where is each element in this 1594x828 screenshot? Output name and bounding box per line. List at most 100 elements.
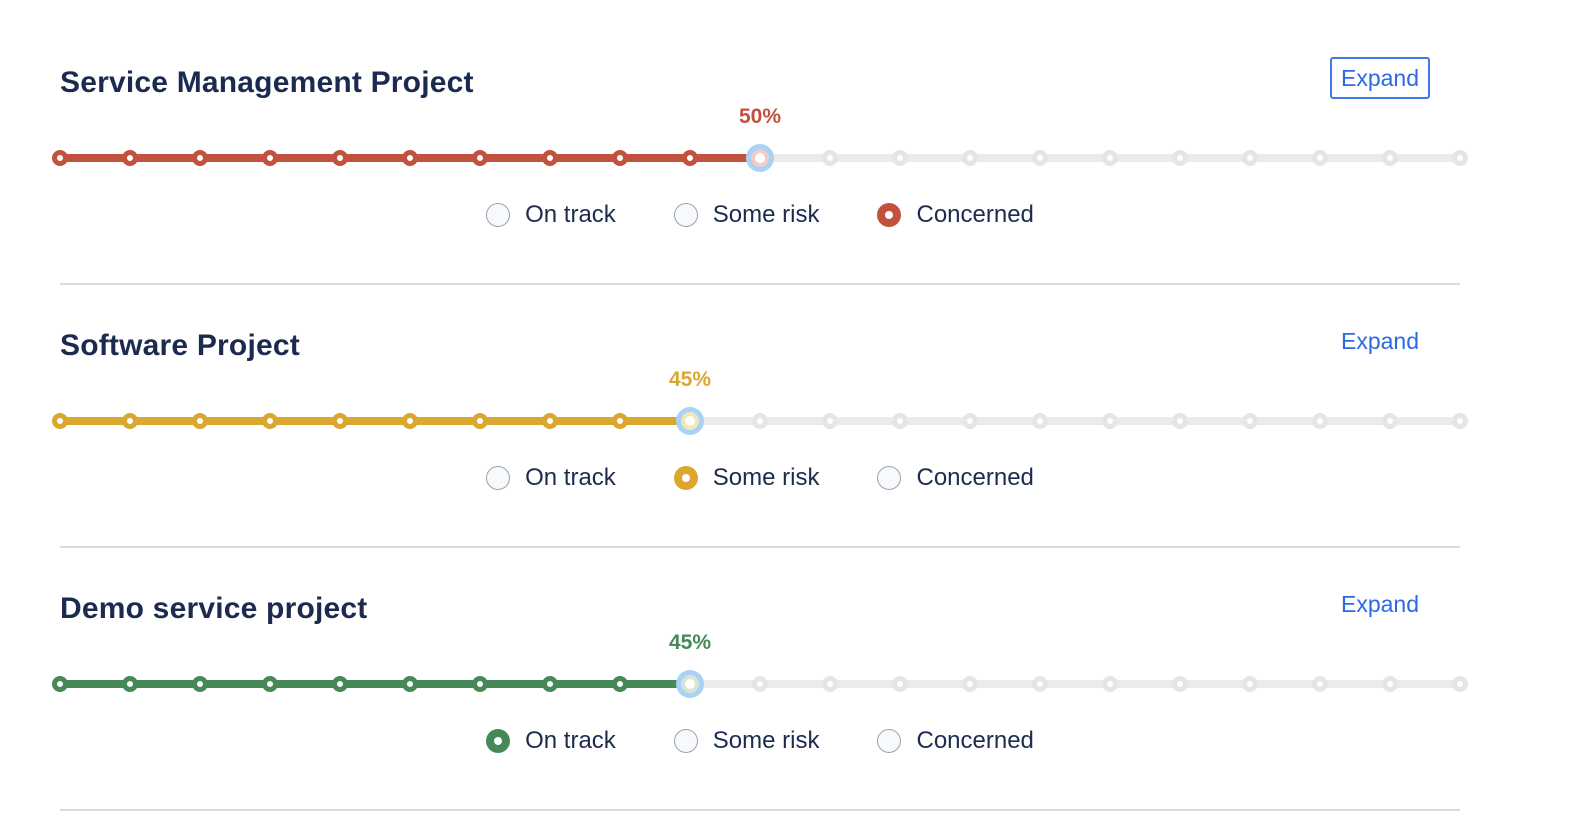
expand-button[interactable]: Expand (1330, 320, 1430, 362)
slider-tick[interactable] (1102, 413, 1118, 429)
slider-tick[interactable] (1452, 413, 1468, 429)
project-title: Software Project (60, 329, 300, 362)
radio-option-some-risk[interactable]: Some risk (673, 201, 820, 229)
slider-tick[interactable] (1312, 676, 1328, 692)
slider-tick[interactable] (752, 413, 768, 429)
progress-slider[interactable] (52, 144, 1468, 172)
slider-fill (60, 417, 690, 425)
slider-tick[interactable] (1382, 676, 1398, 692)
slider-tick[interactable] (1312, 150, 1328, 166)
slider-tick[interactable] (892, 676, 908, 692)
slider-tick[interactable] (192, 676, 208, 692)
radio-label: On track (525, 201, 616, 228)
radio-option-on-track[interactable]: On track (486, 201, 616, 229)
status-radio-group: On track Some risk Concerned (60, 199, 1460, 231)
radio-option-some-risk[interactable]: Some risk (673, 464, 819, 492)
slider-thumb[interactable] (676, 670, 704, 698)
radio-label: Concerned (916, 727, 1034, 754)
slider-thumb[interactable] (676, 407, 704, 435)
slider-tick[interactable] (892, 150, 908, 166)
radio-label: Some risk (712, 727, 820, 754)
slider-tick[interactable] (1312, 413, 1328, 429)
expand-button[interactable]: Expand (1330, 583, 1430, 625)
slider-tick[interactable] (542, 413, 558, 429)
slider-tick[interactable] (472, 676, 488, 692)
slider-tick[interactable] (1032, 676, 1048, 692)
slider-thumb-center (681, 412, 699, 430)
slider-tick[interactable] (1172, 150, 1188, 166)
slider-tick[interactable] (612, 150, 628, 166)
radio-option-concerned[interactable]: Concerned (877, 727, 1034, 755)
slider-tick[interactable] (1102, 150, 1118, 166)
radio-option-on-track[interactable]: On track (486, 727, 616, 755)
radio-circle (877, 466, 902, 490)
slider-tick[interactable] (892, 413, 908, 429)
slider-tick[interactable] (52, 413, 68, 429)
radio-circle (877, 729, 902, 753)
slider-tick[interactable] (1382, 150, 1398, 166)
section-divider (60, 283, 1460, 285)
radio-option-on-track[interactable]: On track (486, 464, 616, 492)
slider-tick[interactable] (52, 150, 68, 166)
slider-tick[interactable] (332, 150, 348, 166)
slider-tick[interactable] (472, 150, 488, 166)
radio-option-some-risk[interactable]: Some risk (673, 727, 820, 755)
radio-label: Some risk (712, 201, 820, 228)
slider-tick[interactable] (822, 676, 838, 692)
slider-tick[interactable] (332, 676, 348, 692)
progress-slider[interactable] (52, 670, 1468, 698)
slider-tick[interactable] (472, 413, 488, 429)
project-header: Demo service project Expand (60, 589, 1460, 629)
slider-tick[interactable] (1172, 413, 1188, 429)
slider-tick[interactable] (822, 150, 838, 166)
slider-tick[interactable] (1452, 150, 1468, 166)
slider-thumb-center (751, 149, 769, 167)
slider-tick[interactable] (682, 150, 698, 166)
radio-label: On track (525, 727, 616, 754)
progress-slider[interactable] (52, 407, 1468, 435)
expand-button[interactable]: Expand (1329, 57, 1430, 99)
slider-tick[interactable] (1242, 413, 1258, 429)
slider-tick[interactable] (1172, 676, 1188, 692)
slider-tick[interactable] (542, 676, 558, 692)
slider-tick[interactable] (1102, 676, 1118, 692)
slider-thumb-center (681, 675, 699, 693)
slider-tick[interactable] (962, 413, 978, 429)
radio-option-concerned[interactable]: Concerned (877, 201, 1034, 229)
slider-tick[interactable] (752, 676, 768, 692)
slider-tick[interactable] (122, 413, 138, 429)
slider-tick[interactable] (332, 413, 348, 429)
slider-tick[interactable] (962, 676, 978, 692)
slider-tick[interactable] (402, 413, 418, 429)
slider-tick[interactable] (192, 150, 208, 166)
radio-option-concerned[interactable]: Concerned (877, 464, 1034, 492)
slider-tick[interactable] (1242, 150, 1258, 166)
slider-tick[interactable] (962, 150, 978, 166)
radio-circle (486, 466, 511, 490)
slider-tick[interactable] (402, 676, 418, 692)
project-title: Demo service project (60, 592, 368, 625)
status-radio-group: On track Some risk Concerned (60, 725, 1460, 757)
slider-tick[interactable] (122, 150, 138, 166)
slider-thumb[interactable] (746, 144, 774, 172)
slider-tick[interactable] (612, 413, 628, 429)
slider-tick[interactable] (542, 150, 558, 166)
slider-tick[interactable] (1382, 413, 1398, 429)
slider-tick[interactable] (1032, 413, 1048, 429)
slider-tick[interactable] (52, 676, 68, 692)
slider-tick[interactable] (612, 676, 628, 692)
slider-tick[interactable] (1032, 150, 1048, 166)
progress-area: 45% (52, 629, 1468, 713)
radio-circle (486, 729, 511, 753)
slider-tick[interactable] (262, 676, 278, 692)
slider-tick[interactable] (1452, 676, 1468, 692)
slider-tick[interactable] (192, 413, 208, 429)
slider-tick[interactable] (122, 676, 138, 692)
project-section: Demo service project Expand 45% On track… (52, 548, 1468, 811)
slider-tick[interactable] (402, 150, 418, 166)
slider-tick[interactable] (262, 150, 278, 166)
section-divider (60, 546, 1460, 548)
slider-tick[interactable] (822, 413, 838, 429)
slider-tick[interactable] (1242, 676, 1258, 692)
slider-tick[interactable] (262, 413, 278, 429)
